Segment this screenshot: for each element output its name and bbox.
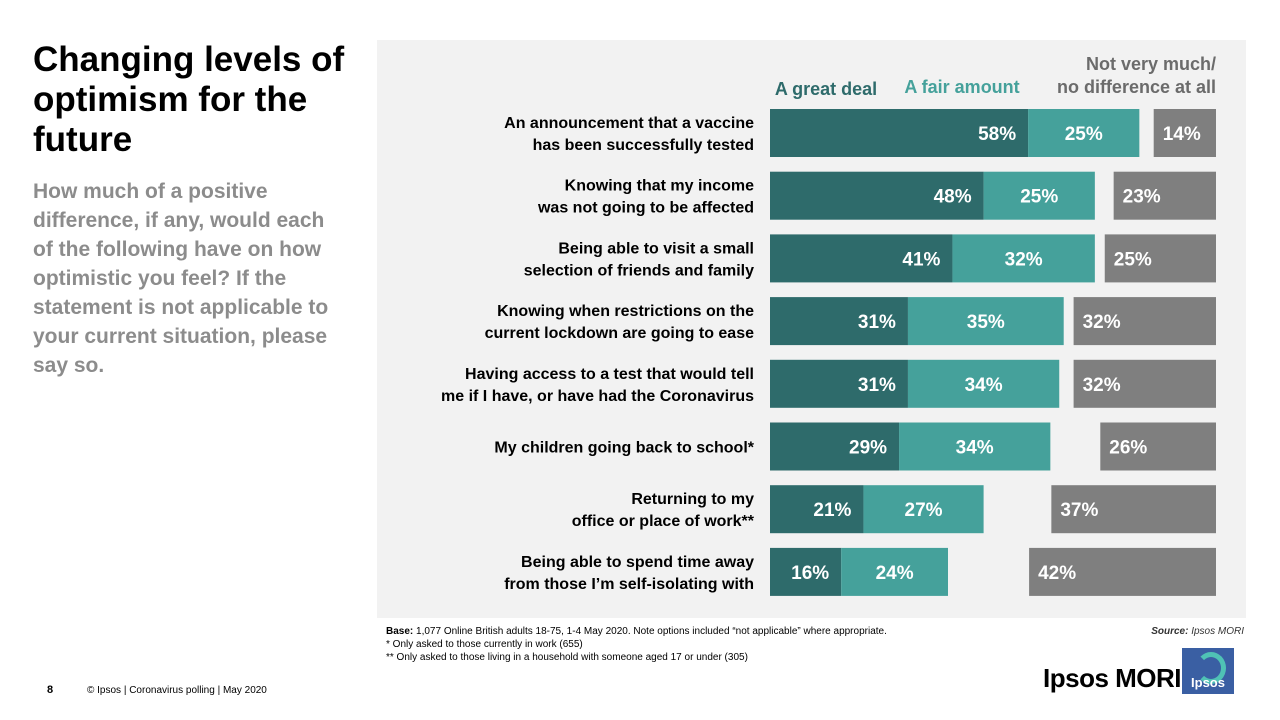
bar-not-very-much [1029, 547, 1216, 596]
value-label-fair-amount: 25% [1065, 124, 1103, 145]
bar-not-very-much [1073, 297, 1216, 346]
category-label: Knowing that my income [565, 178, 754, 195]
value-label-fair-amount: 24% [876, 563, 914, 584]
category-label: was not going to be affected [537, 200, 754, 217]
page-title: Changing levels of optimism for the futu… [33, 40, 345, 159]
bar-great-deal [770, 422, 900, 471]
value-label-not-very-much: 42% [1038, 563, 1076, 584]
legend-fair-amount: A fair amount [904, 77, 1019, 97]
category-label: An announcement that a vaccine [504, 115, 754, 132]
value-label-not-very-much: 37% [1060, 500, 1098, 521]
bar-great-deal [770, 234, 953, 283]
bar-not-very-much [1104, 234, 1216, 283]
value-label-fair-amount: 34% [956, 438, 994, 459]
value-label-fair-amount: 27% [905, 500, 943, 521]
logo-swirl-icon [1196, 652, 1226, 684]
value-label-great-deal: 16% [791, 563, 829, 584]
bar-fair-amount [863, 485, 984, 534]
bar-fair-amount [841, 547, 948, 596]
ipsos-logo-icon: Ipsos [1182, 648, 1234, 694]
bar-fair-amount [1028, 109, 1140, 157]
value-label-fair-amount: 32% [1005, 249, 1043, 270]
logo-badge-text: Ipsos [1191, 675, 1225, 690]
value-label-fair-amount: 34% [965, 375, 1003, 396]
category-label: Being able to visit a small [558, 240, 754, 257]
category-label: My children going back to school* [494, 440, 754, 457]
category-label: me if I have, or have had the Coronaviru… [441, 388, 754, 405]
footnote-work: * Only asked to those currently in work … [386, 639, 583, 650]
value-label-great-deal: 29% [849, 438, 887, 459]
value-label-great-deal: 41% [902, 249, 940, 270]
source-text: Ipsos MORI [1191, 626, 1244, 637]
bar-fair-amount [899, 422, 1051, 471]
category-label: selection of friends and family [524, 262, 754, 279]
bar-not-very-much [1073, 359, 1216, 408]
bar-great-deal [770, 171, 984, 220]
legend-not-very-much: no difference at all [1057, 77, 1216, 97]
base-text: 1,077 Online British adults 18-75, 1-4 M… [416, 626, 887, 637]
bar-great-deal [770, 547, 842, 596]
value-label-great-deal: 21% [813, 500, 851, 521]
bar-not-very-much [1100, 422, 1216, 471]
legend-not-very-much: Not very much/ [1086, 54, 1216, 74]
legend-great-deal: A great deal [775, 79, 877, 99]
value-label-not-very-much: 23% [1123, 187, 1161, 208]
page-number: 8 [47, 684, 54, 696]
bar-great-deal [770, 359, 908, 408]
value-label-fair-amount: 35% [967, 312, 1005, 333]
bar-fair-amount [907, 359, 1060, 408]
survey-question: How much of a positive difference, if an… [33, 180, 329, 377]
source-note: Source: Ipsos MORI [1151, 626, 1244, 637]
value-label-great-deal: 31% [858, 312, 896, 333]
bar-great-deal [770, 485, 864, 534]
value-label-not-very-much: 32% [1083, 375, 1121, 396]
value-label-great-deal: 58% [978, 124, 1016, 145]
bar-great-deal [770, 109, 1029, 157]
bar-fair-amount [983, 171, 1095, 220]
base-note: Base: 1,077 Online British adults 18-75,… [386, 625, 1086, 664]
value-label-not-very-much: 26% [1109, 438, 1147, 459]
value-label-fair-amount: 25% [1020, 187, 1058, 208]
value-label-not-very-much: 32% [1083, 312, 1121, 333]
bar-not-very-much [1153, 109, 1216, 157]
category-label: has been successfully tested [533, 137, 754, 154]
base-label: Base: [386, 626, 414, 637]
ipsos-mori-logo-text: Ipsos MORI [1043, 663, 1182, 693]
category-label: from those I’m self-isolating with [504, 576, 754, 593]
bar-great-deal [770, 297, 908, 346]
category-label: Knowing when restrictions on the [497, 303, 754, 320]
bar-not-very-much [1051, 485, 1216, 534]
source-label: Source: [1151, 626, 1189, 637]
value-label-not-very-much: 14% [1163, 124, 1201, 145]
category-label: Being able to spend time away [521, 554, 754, 571]
bar-fair-amount [907, 297, 1064, 346]
value-label-great-deal: 31% [858, 375, 896, 396]
bar-fair-amount [952, 234, 1095, 283]
value-label-not-very-much: 25% [1114, 249, 1152, 270]
value-label-great-deal: 48% [934, 187, 972, 208]
category-label: Returning to my [631, 491, 754, 508]
category-label: current lockdown are going to ease [485, 325, 754, 342]
bar-not-very-much [1113, 171, 1216, 220]
category-label: office or place of work** [572, 513, 755, 530]
footer-text: © Ipsos | Coronavirus polling | May 2020 [87, 685, 267, 696]
footnote-household: ** Only asked to those living in a house… [386, 652, 748, 663]
category-label: Having access to a test that would tell [465, 366, 754, 383]
